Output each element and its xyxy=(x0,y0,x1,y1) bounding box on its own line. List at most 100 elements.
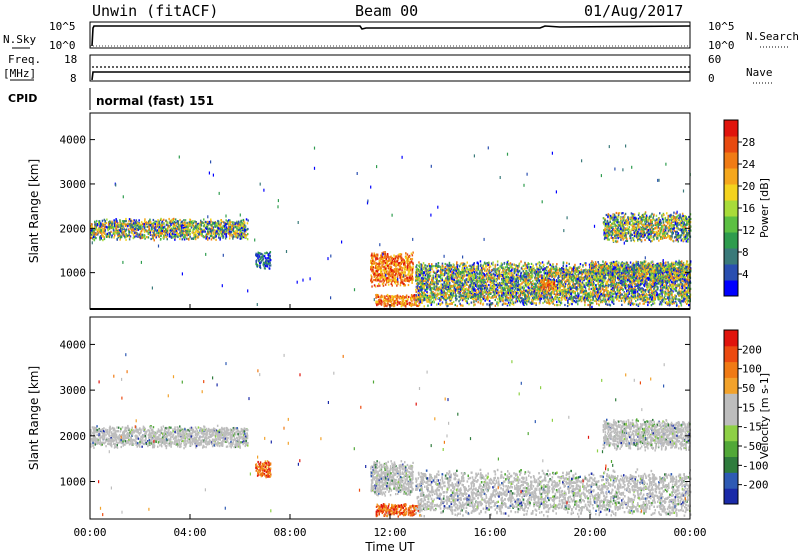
power-point xyxy=(477,285,479,287)
power-point xyxy=(148,226,150,228)
power-point xyxy=(511,272,513,274)
power-point xyxy=(210,233,212,235)
power-point xyxy=(595,300,597,302)
power-point xyxy=(663,301,665,303)
power-point xyxy=(144,218,146,220)
power-point xyxy=(400,255,402,257)
power-point xyxy=(592,287,594,289)
power-point xyxy=(384,253,386,255)
power-point xyxy=(241,233,243,235)
power-point xyxy=(389,275,391,277)
nsky-tick-bottom: 10^0 xyxy=(49,39,76,52)
power-point xyxy=(401,259,403,261)
power-point xyxy=(160,239,162,241)
power-point xyxy=(170,229,172,231)
power-point xyxy=(405,268,407,270)
power-point xyxy=(403,303,405,305)
power-point xyxy=(179,219,181,221)
power-point xyxy=(387,262,389,264)
power-point xyxy=(227,222,229,224)
power-point xyxy=(206,224,208,226)
power-point xyxy=(385,272,387,274)
power-point xyxy=(229,224,231,226)
power-point xyxy=(148,232,150,234)
power-point xyxy=(409,277,411,279)
power-point xyxy=(392,303,394,305)
power-point xyxy=(167,227,169,229)
power-point xyxy=(383,304,385,306)
power-point xyxy=(123,230,125,232)
power-point xyxy=(101,232,103,234)
power-point xyxy=(164,223,166,225)
power-point xyxy=(389,256,391,258)
power-point xyxy=(392,276,394,278)
power-point xyxy=(104,232,106,234)
power-point xyxy=(381,269,383,271)
power-point xyxy=(372,281,374,283)
power-point xyxy=(214,234,216,236)
power-point xyxy=(392,257,394,259)
power-point xyxy=(219,224,221,226)
power-point xyxy=(397,263,399,265)
power-point xyxy=(132,226,134,228)
power-point xyxy=(380,277,382,279)
power-point xyxy=(549,297,551,299)
power-point xyxy=(155,236,157,238)
power-point xyxy=(100,236,102,238)
power-point xyxy=(179,232,181,234)
power-point xyxy=(166,224,168,226)
power-point xyxy=(652,303,654,305)
power-point xyxy=(93,236,95,238)
power-point xyxy=(215,239,217,241)
power-point xyxy=(212,227,214,229)
power-point xyxy=(230,228,232,230)
power-point xyxy=(400,284,402,286)
power-point xyxy=(222,235,224,237)
power-point xyxy=(161,219,163,221)
power-point xyxy=(226,226,228,228)
power-point xyxy=(371,264,373,266)
power-point xyxy=(486,276,488,278)
power-point xyxy=(375,285,377,287)
power-point xyxy=(181,221,183,223)
power-point xyxy=(456,261,458,263)
power-point xyxy=(265,257,267,259)
power-point xyxy=(246,229,248,231)
power-point xyxy=(414,294,416,296)
power-point xyxy=(264,255,266,257)
power-point xyxy=(382,273,384,275)
power-point xyxy=(401,281,403,283)
power-point xyxy=(396,302,398,304)
power-point xyxy=(373,279,375,281)
power-point xyxy=(407,263,409,265)
power-point xyxy=(213,232,215,234)
power-point xyxy=(128,230,130,232)
power-point xyxy=(200,230,202,232)
power-point xyxy=(166,230,168,232)
power-point xyxy=(563,261,565,263)
power-point xyxy=(377,267,379,269)
power-point xyxy=(192,220,194,222)
power-point xyxy=(459,278,461,280)
power-point xyxy=(371,285,373,287)
power-point xyxy=(259,265,261,267)
power-point xyxy=(370,280,372,282)
power-point xyxy=(398,273,400,275)
power-point xyxy=(174,235,176,237)
power-point xyxy=(231,228,233,230)
power-point xyxy=(128,220,130,222)
power-point xyxy=(158,222,160,224)
power-point xyxy=(436,304,438,306)
power-point xyxy=(230,221,232,223)
power-point xyxy=(218,223,220,225)
power-point xyxy=(378,274,380,276)
power-point xyxy=(400,302,402,304)
power-point xyxy=(387,303,389,305)
nsearch-tick-bottom: 10^0 xyxy=(708,39,735,52)
power-point xyxy=(376,296,378,298)
power-point xyxy=(681,304,683,306)
power-point xyxy=(397,281,399,283)
power-point xyxy=(389,259,391,261)
power-point xyxy=(174,223,176,225)
power-point xyxy=(235,235,237,237)
